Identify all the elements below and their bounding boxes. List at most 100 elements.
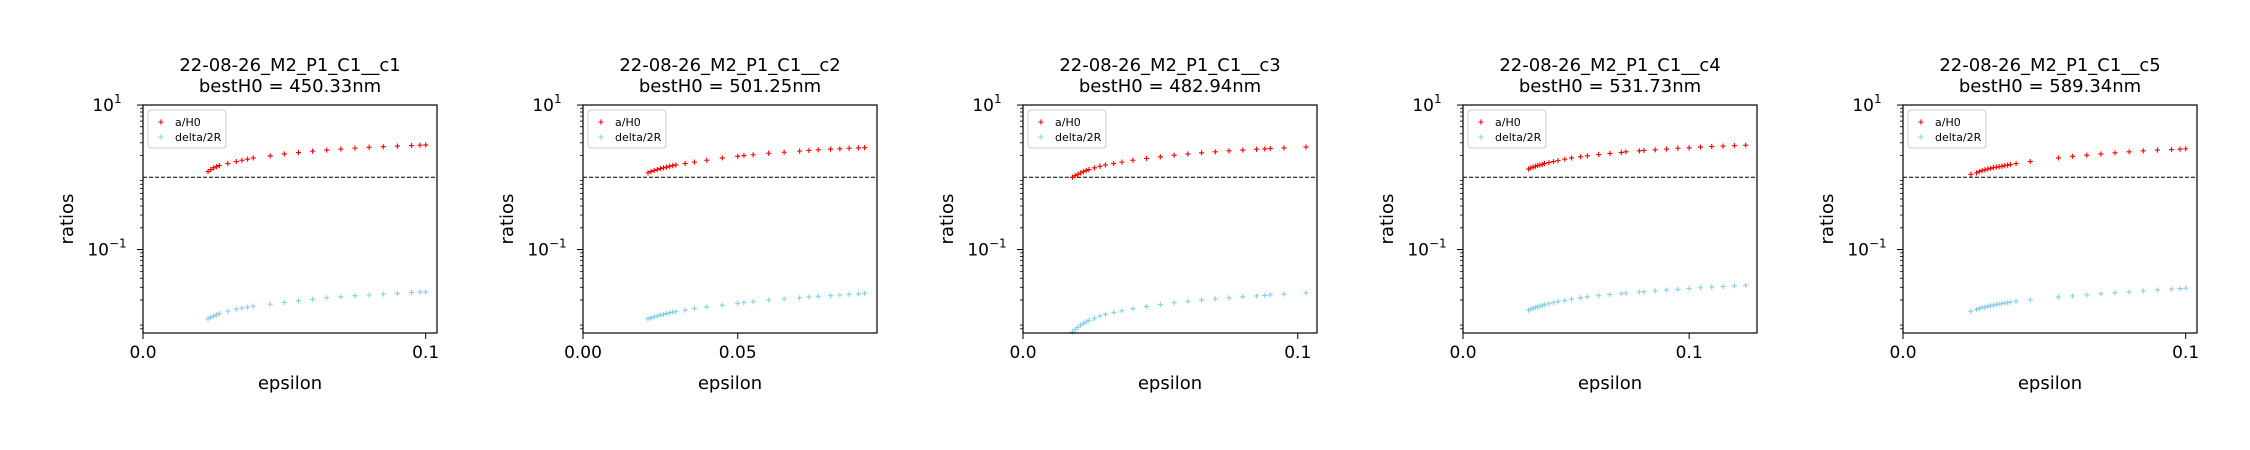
data-point xyxy=(1568,296,1575,302)
data-point xyxy=(704,157,710,163)
data-point xyxy=(766,150,772,156)
data-point xyxy=(250,303,256,309)
data-point xyxy=(417,289,423,295)
data-point xyxy=(1550,299,1557,306)
data-point xyxy=(797,295,803,301)
data-point xyxy=(250,155,256,161)
data-point xyxy=(1663,146,1670,152)
data-point xyxy=(2098,151,2104,157)
data-point xyxy=(394,290,401,296)
data-point xyxy=(735,300,741,306)
data-point xyxy=(324,295,330,301)
data-point xyxy=(2013,160,2019,167)
y-tick-exponent: −1 xyxy=(549,237,567,251)
legend-label: a/H0 xyxy=(175,116,201,129)
data-point xyxy=(1555,299,1561,305)
x-tick-label: 0.1 xyxy=(2172,343,2199,363)
legend-marker xyxy=(1038,134,1044,140)
data-point xyxy=(2112,150,2118,156)
data-point xyxy=(1144,155,1150,162)
data-point xyxy=(2070,293,2076,299)
series-delta-2r xyxy=(1525,282,1749,313)
legend-label: a/H0 xyxy=(1055,116,1081,129)
plot-frame xyxy=(1462,104,1758,334)
data-point xyxy=(205,316,211,322)
data-point xyxy=(862,145,868,151)
data-point xyxy=(1072,327,1078,333)
data-point xyxy=(1968,171,1974,177)
legend-label: delta/2R xyxy=(1055,131,1102,144)
data-point xyxy=(1999,163,2005,169)
data-point xyxy=(837,146,843,152)
data-point xyxy=(651,167,657,174)
data-point xyxy=(233,158,239,165)
data-point xyxy=(2084,292,2090,298)
data-point xyxy=(1697,285,1704,291)
legend-label: a/H0 xyxy=(1935,116,1961,129)
data-point xyxy=(408,289,415,296)
data-point xyxy=(2126,149,2132,155)
data-point xyxy=(815,147,821,153)
series-a-h0 xyxy=(1968,146,2189,177)
data-point xyxy=(1119,308,1125,314)
data-point xyxy=(417,142,423,148)
legend-label: a/H0 xyxy=(1495,116,1521,129)
chart-subtitle: bestH0 = 482.94nm xyxy=(1079,76,1261,97)
data-point xyxy=(667,310,673,316)
data-point xyxy=(244,156,251,162)
data-point xyxy=(2027,158,2033,165)
data-point xyxy=(741,299,747,306)
data-point xyxy=(423,142,429,148)
data-point xyxy=(750,299,756,305)
y-tick-label: 10−1 xyxy=(1407,237,1446,261)
data-point xyxy=(1262,146,1268,152)
data-point xyxy=(719,302,725,308)
x-tick-label: 0.00 xyxy=(564,343,602,363)
data-point xyxy=(1743,142,1749,148)
data-point xyxy=(1091,315,1098,321)
data-point xyxy=(1982,304,1988,310)
data-point xyxy=(1097,313,1103,319)
data-point xyxy=(216,310,222,317)
series-delta-2r xyxy=(645,290,868,322)
data-point xyxy=(1199,297,1205,303)
data-point xyxy=(1083,319,1089,325)
x-axis-label: epsilon xyxy=(1138,373,1202,394)
data-point xyxy=(1130,306,1136,312)
data-point xyxy=(1240,147,1246,153)
y-tick-label: 101 xyxy=(532,92,561,116)
y-tick-label: 101 xyxy=(1852,92,1881,116)
data-point xyxy=(1720,283,1726,290)
data-point xyxy=(1240,294,1246,300)
data-point xyxy=(213,164,220,170)
data-point xyxy=(1641,147,1647,154)
data-point xyxy=(211,165,217,171)
data-point xyxy=(1675,145,1681,151)
data-point xyxy=(660,311,667,317)
y-tick-label: 10−1 xyxy=(967,237,1006,261)
data-point xyxy=(1075,324,1081,330)
data-point xyxy=(1212,149,1218,155)
data-point xyxy=(1731,143,1737,149)
data-point xyxy=(660,165,667,171)
y-tick-label: 10−1 xyxy=(527,237,566,261)
y-tick-exponent: −1 xyxy=(1429,237,1447,251)
data-point xyxy=(1078,322,1084,328)
data-point xyxy=(1973,306,1980,313)
legend: a/H0 delta/2R xyxy=(1467,109,1547,149)
data-point xyxy=(654,313,660,319)
legend-marker xyxy=(1918,134,1924,140)
data-point xyxy=(855,145,862,151)
data-point xyxy=(1985,303,1991,309)
data-point xyxy=(1157,154,1163,160)
data-point xyxy=(1686,285,1692,291)
plot-frame xyxy=(142,104,438,334)
y-axis-label: ratios xyxy=(1817,194,1838,245)
data-point xyxy=(1623,149,1629,155)
data-point xyxy=(1982,167,1988,173)
data-point xyxy=(1144,303,1150,310)
